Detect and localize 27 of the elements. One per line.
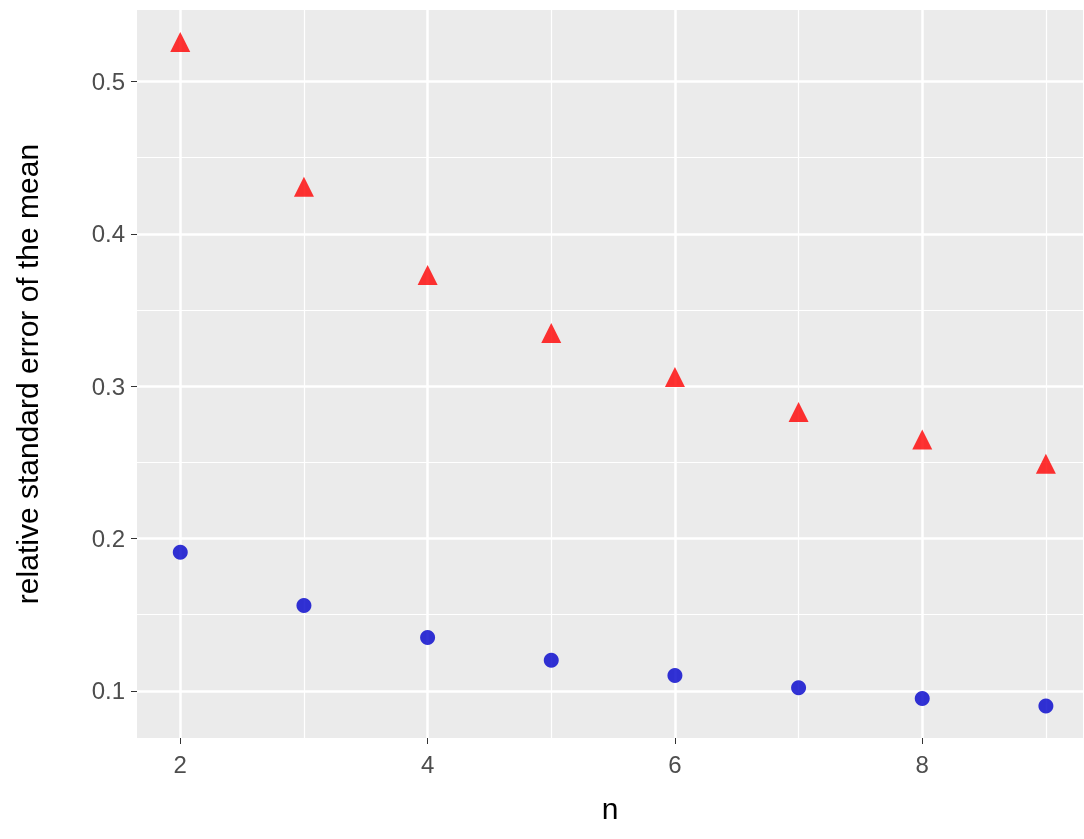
point [170,31,191,52]
y-tick-label: 0.5 [91,68,125,96]
y-axis-title: relative standard error of the mean [10,143,44,605]
point [667,668,683,684]
x-tick-label: 6 [668,750,682,778]
y-tick-label: 0.1 [91,677,125,705]
x-tick-label: 8 [915,750,929,778]
point [788,402,809,423]
point [664,367,685,388]
y-tick-label: 0.4 [91,220,125,248]
point [543,652,559,668]
y-tick-label: 0.3 [91,372,125,400]
point [172,544,188,560]
point [296,598,312,613]
x-tick-label: 2 [173,750,187,778]
y-tick-label: 0.2 [91,524,125,552]
point [541,322,562,343]
point [293,176,314,197]
point [1038,698,1054,714]
point [417,265,438,285]
point [914,690,930,706]
point [791,680,807,696]
point [912,429,933,450]
x-tick-label: 4 [420,750,435,778]
point [1035,453,1056,474]
point [420,629,436,645]
x-axis-title: n [601,791,619,825]
